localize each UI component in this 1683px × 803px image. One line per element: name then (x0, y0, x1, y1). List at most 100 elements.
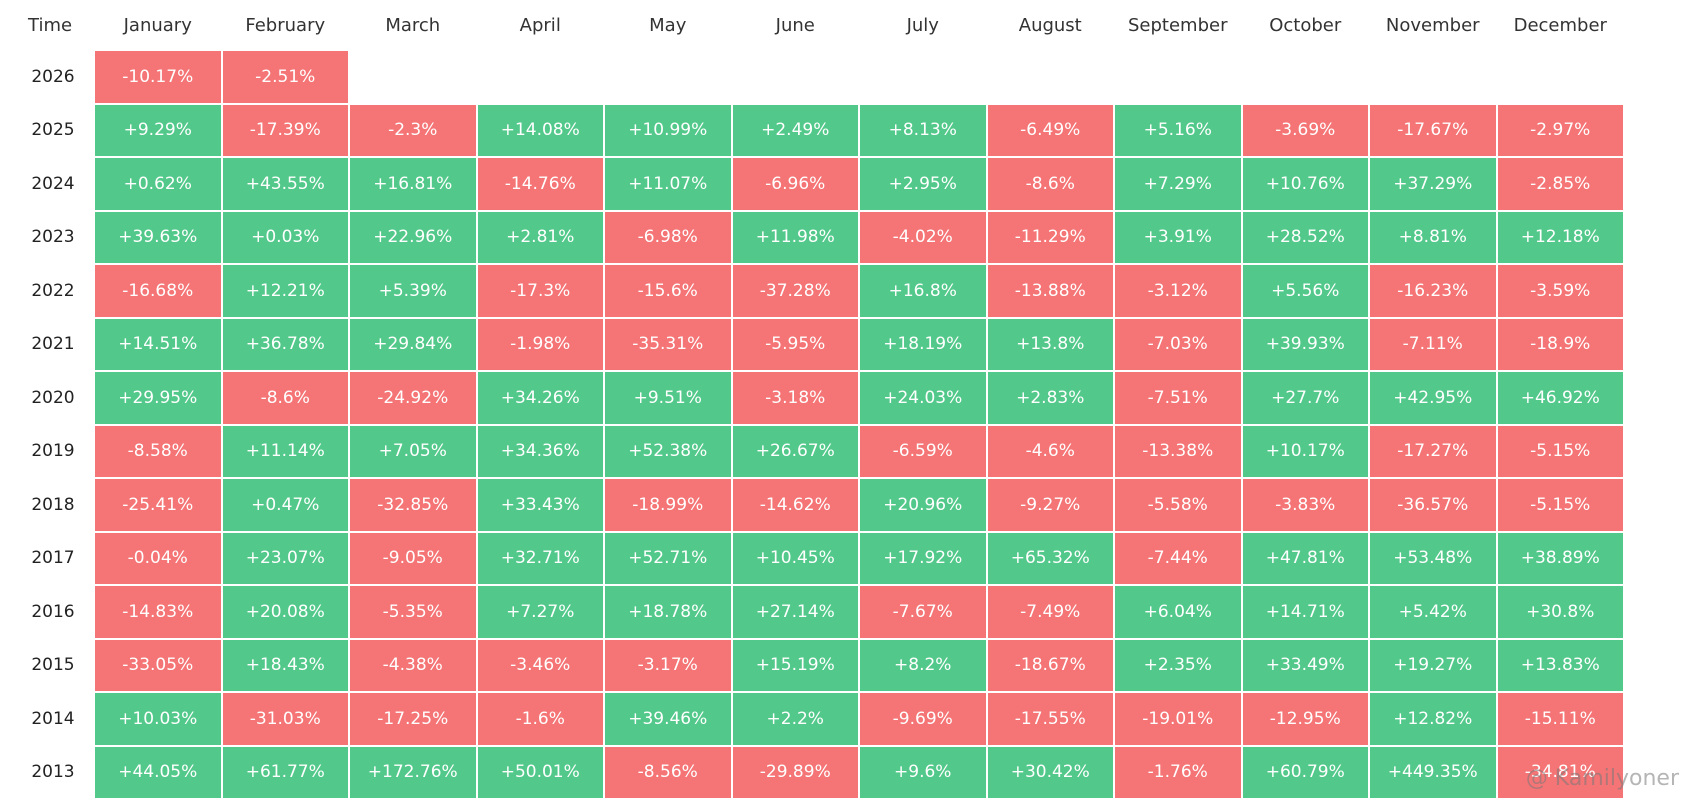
return-cell: +8.81% (1369, 210, 1497, 264)
return-cell: +60.79% (1241, 745, 1369, 799)
return-cell: +9.6% (859, 745, 987, 799)
return-cell: +14.51% (94, 317, 222, 371)
year-label: 2026 (31, 66, 75, 87)
return-cell: +65.32% (986, 531, 1114, 585)
month-header: August (1018, 14, 1082, 36)
month-header: November (1385, 14, 1480, 36)
return-cell: -37.28% (731, 264, 859, 318)
return-cell: -7.67% (859, 585, 987, 639)
return-cell: +32.71% (476, 531, 604, 585)
return-cell: -2.51% (221, 50, 349, 104)
return-cell: -19.01% (1114, 692, 1242, 746)
year-label: 2019 (31, 441, 75, 462)
return-cell: -6.49% (986, 103, 1114, 157)
return-cell: +3.91% (1114, 210, 1242, 264)
return-cell: -10.17% (94, 50, 222, 104)
return-cell: +10.99% (604, 103, 732, 157)
return-cell: -3.17% (604, 638, 732, 692)
return-cell: -3.69% (1241, 103, 1369, 157)
return-cell: -8.58% (94, 424, 222, 478)
return-cell: -14.83% (94, 585, 222, 639)
return-cell: -3.83% (1241, 478, 1369, 532)
year-label: 2013 (31, 762, 75, 783)
return-cell: +36.78% (221, 317, 349, 371)
return-cell: -8.6% (221, 371, 349, 425)
return-cell: +53.48% (1369, 531, 1497, 585)
return-cell: +52.71% (604, 531, 732, 585)
return-cell: -8.6% (986, 157, 1114, 211)
return-cell: +16.81% (349, 157, 477, 211)
return-cell: -2.3% (349, 103, 477, 157)
return-cell: +18.78% (604, 585, 732, 639)
return-cell: -1.76% (1114, 745, 1242, 799)
return-cell: +13.8% (986, 317, 1114, 371)
return-cell: +12.18% (1496, 210, 1624, 264)
return-cell: -9.69% (859, 692, 987, 746)
return-cell: -34.81% (1496, 745, 1624, 799)
return-cell: -6.96% (731, 157, 859, 211)
return-cell: -15.6% (604, 264, 732, 318)
return-cell: +0.47% (221, 478, 349, 532)
return-cell: -17.55% (986, 692, 1114, 746)
year-label: 2025 (31, 120, 75, 141)
return-cell: +12.21% (221, 264, 349, 318)
return-cell: -4.6% (986, 424, 1114, 478)
return-cell: -32.85% (349, 478, 477, 532)
return-cell: +50.01% (476, 745, 604, 799)
return-cell: +10.17% (1241, 424, 1369, 478)
return-cell: -14.76% (476, 157, 604, 211)
return-cell: +30.42% (986, 745, 1114, 799)
return-cell: +43.55% (221, 157, 349, 211)
return-cell: +52.38% (604, 424, 732, 478)
return-cell: +38.89% (1496, 531, 1624, 585)
return-cell: +24.03% (859, 371, 987, 425)
return-cell: -7.03% (1114, 317, 1242, 371)
return-cell: -13.38% (1114, 424, 1242, 478)
return-cell: +16.8% (859, 264, 987, 318)
return-cell: +19.27% (1369, 638, 1497, 692)
return-cell: -3.59% (1496, 264, 1624, 318)
month-header: April (519, 14, 561, 36)
return-cell: -9.05% (349, 531, 477, 585)
return-cell: +5.42% (1369, 585, 1497, 639)
return-cell: +11.14% (221, 424, 349, 478)
return-cell: -9.27% (986, 478, 1114, 532)
return-cell: -1.98% (476, 317, 604, 371)
return-cell: -6.98% (604, 210, 732, 264)
return-cell: -17.39% (221, 103, 349, 157)
month-header: January (123, 14, 192, 36)
return-cell: +44.05% (94, 745, 222, 799)
return-cell: +18.43% (221, 638, 349, 692)
return-cell: +47.81% (1241, 531, 1369, 585)
year-label: 2017 (31, 548, 75, 569)
return-cell: +39.93% (1241, 317, 1369, 371)
return-cell: +28.52% (1241, 210, 1369, 264)
return-cell: +22.96% (349, 210, 477, 264)
return-cell: +17.92% (859, 531, 987, 585)
return-cell: +7.05% (349, 424, 477, 478)
return-cell: +18.19% (859, 317, 987, 371)
return-cell: -17.25% (349, 692, 477, 746)
return-cell: -4.02% (859, 210, 987, 264)
return-cell: +39.46% (604, 692, 732, 746)
return-cell: -4.38% (349, 638, 477, 692)
return-cell: +20.08% (221, 585, 349, 639)
year-label: 2023 (31, 227, 75, 248)
year-label: 2016 (31, 601, 75, 622)
return-cell: +10.45% (731, 531, 859, 585)
return-cell: -3.18% (731, 371, 859, 425)
return-cell: +8.2% (859, 638, 987, 692)
month-header: October (1269, 14, 1342, 36)
return-cell: +14.08% (476, 103, 604, 157)
return-cell: +172.76% (349, 745, 477, 799)
return-cell: -18.99% (604, 478, 732, 532)
return-cell: +9.29% (94, 103, 222, 157)
return-cell: +20.96% (859, 478, 987, 532)
return-cell: -5.95% (731, 317, 859, 371)
return-cell: +5.16% (1114, 103, 1242, 157)
return-cell: +29.84% (349, 317, 477, 371)
return-cell: +2.49% (731, 103, 859, 157)
return-cell: +10.03% (94, 692, 222, 746)
return-cell: -31.03% (221, 692, 349, 746)
return-cell: +6.04% (1114, 585, 1242, 639)
